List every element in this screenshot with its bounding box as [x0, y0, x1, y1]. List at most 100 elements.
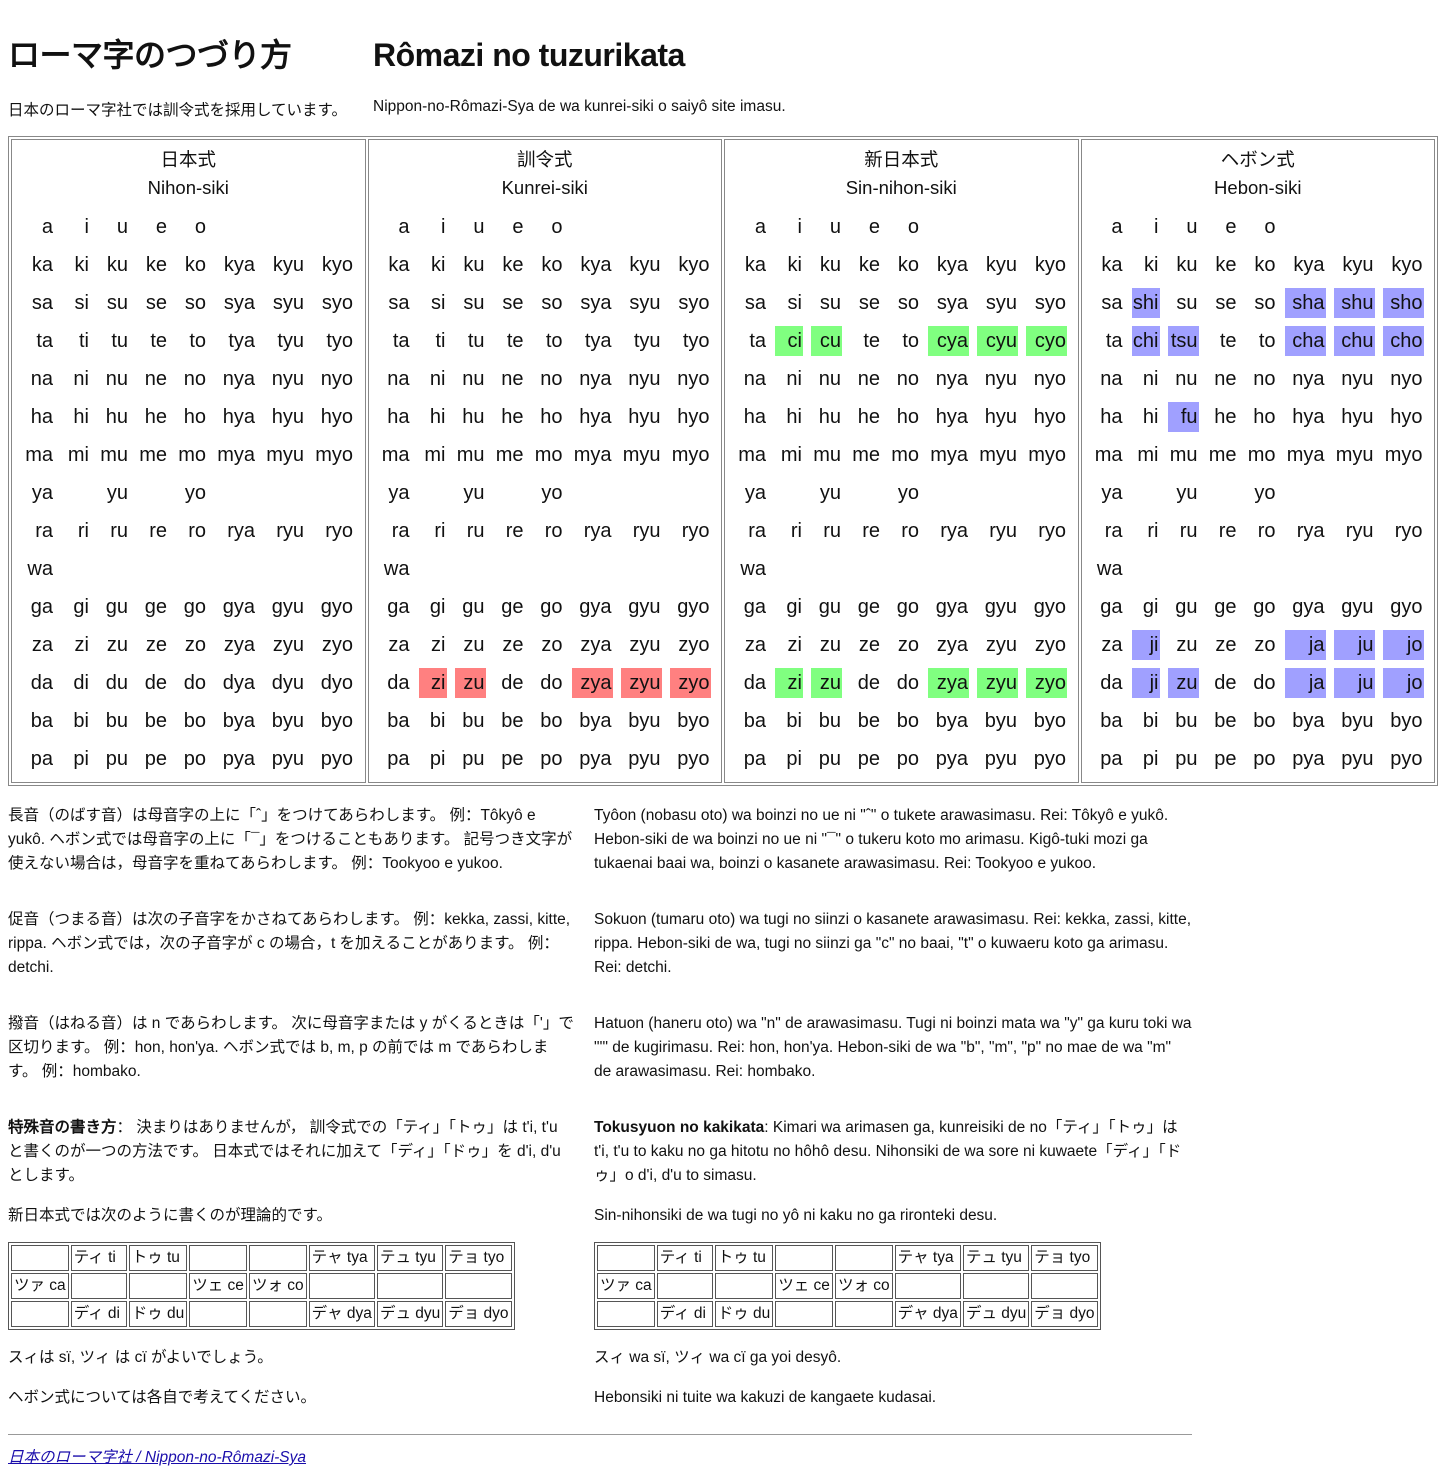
syllable-cell: zi — [431, 634, 446, 656]
syllable-row: na ni nu ne no nya nyu nyo — [24, 364, 354, 394]
syllable-cell: pyo — [320, 748, 353, 770]
syllable-cell: do — [183, 672, 206, 694]
syllable-cell: yu — [1176, 482, 1198, 504]
empty-cell — [1168, 554, 1199, 584]
syllable-row: ya yu yo — [24, 478, 354, 508]
syllable-cell: du — [105, 672, 128, 694]
syllable-cell: ze — [502, 634, 524, 656]
syllable-cell: pya — [1292, 748, 1325, 770]
syllable-cell: gyu — [628, 596, 661, 618]
syllable-cell: do — [540, 672, 563, 694]
syllable-row: ba bi bu be bo bya byu byo — [1094, 706, 1424, 736]
syllable-cell: bo — [183, 710, 206, 732]
syllable-cell: ze — [858, 634, 880, 656]
syllable-row: za zi zu ze zo zya zyu zyo — [381, 630, 711, 660]
syllable-cell: ka — [744, 254, 766, 276]
syllable-cell: pa — [743, 748, 766, 770]
syllable-cell: ra — [391, 520, 410, 542]
syllable-cell: hyo — [1390, 406, 1423, 428]
syllable-cell: te — [1219, 330, 1237, 352]
syllable-cell: a — [41, 216, 53, 238]
syllable-cell-highlighted: ci — [775, 326, 803, 356]
syllable-cell: ni — [1142, 368, 1159, 390]
footer-home-link[interactable]: 日本のローマ字社 / Nippon-no-Rômazi-Sya — [8, 1449, 307, 1466]
syllable-cell-highlighted: zu — [454, 668, 486, 698]
syllable-cell: ya — [388, 482, 410, 504]
syllable-cell: zo — [184, 634, 206, 656]
empty-cell — [248, 1301, 307, 1327]
empty-cell — [1031, 1273, 1098, 1299]
syllable-cell: syo — [321, 292, 353, 314]
note-double-consonant-ja: 促音（つまる音）は次の子音字をかさねてあらわします。 例：kekka, zass… — [8, 911, 571, 976]
empty-cell — [977, 478, 1018, 508]
syllable-cell: he — [144, 406, 167, 428]
syllable-cell: i — [441, 216, 446, 238]
syllable-cell: bu — [105, 710, 128, 732]
header: ローマ字のつづり方 Rômazi no tuzurikata — [8, 0, 1430, 78]
empty-cell — [621, 478, 662, 508]
syllable-cell: ro — [544, 520, 563, 542]
empty-cell — [977, 212, 1018, 242]
note-long-vowel: 長音（のばす音）は母音字の上に「ˆ」をつけてあらわします。 例：Tôkyô e … — [8, 804, 1192, 876]
syllable-cell: gi — [429, 596, 446, 618]
syllable-row: ka ki ku ke ko kya kyu kyo — [737, 250, 1067, 280]
syllable-cell: ko — [184, 254, 206, 276]
syllable-cell-highlighted: zyo — [1026, 668, 1067, 698]
syllable-cell: hu — [818, 406, 841, 428]
syllable-cell: te — [506, 330, 524, 352]
syllable-cell: de — [857, 672, 880, 694]
empty-cell — [494, 554, 525, 584]
syllable-cell: pa — [1100, 748, 1123, 770]
syllable-cell-highlighted: chu — [1333, 326, 1375, 356]
system-column: 訓令式 Kunrei-siki a i u e o ka ki ku ke ko kya kyu kyo sa… — [367, 139, 722, 783]
syllable-cell: hya — [579, 406, 612, 428]
syllable-cell: pu — [105, 748, 128, 770]
special-cell: ディ di — [70, 1301, 127, 1327]
syllable-cell-highlighted: ju — [1333, 630, 1375, 660]
syllable-cell: ze — [1215, 634, 1237, 656]
syllable-cell: to — [189, 330, 206, 352]
note-sin-nihon-romaji: Sin-nihonsiki de wa tugi no yô ni kaku n… — [594, 1207, 998, 1224]
syllable-row: ka ki ku ke ko kya kyu kyo — [1094, 250, 1424, 280]
subtitle-romaji: Nippon-no-Rômazi-Sya de wa kunrei-siki o… — [373, 98, 786, 115]
syllable-cell: re — [1218, 520, 1237, 542]
special-cell: ティ ti — [70, 1245, 127, 1271]
special-cell: デャ dya — [894, 1301, 961, 1327]
syllable-cell: so — [897, 292, 919, 314]
syllable-cell: da — [30, 672, 53, 694]
syllable-cell: ri — [77, 520, 89, 542]
syllable-cell: ta — [36, 330, 53, 352]
syllable-cell: ri — [1147, 520, 1159, 542]
syllable-grid: a i u e o ka ki ku ke ko kya kyu kyo sa si su se so sya syu… — [729, 204, 1075, 782]
special-sounds-table-romaji: ティ ti トゥ tu テャ tya テュ tyu テョ tyo ツァ ca ツェ ce ツォ… — [594, 1242, 1101, 1330]
syllable-cell: re — [149, 520, 167, 542]
syllable-cell: gi — [73, 596, 89, 618]
syllable-cell: nya — [579, 368, 612, 390]
syllable-cell: kya — [580, 254, 612, 276]
system-column: ヘボン式 Hebon-siki a i u e o ka ki ku ke ko kya kyu kyo sa… — [1080, 139, 1435, 783]
note-special-romaji-lead: Tokusyuon no kakikata — [594, 1119, 765, 1136]
syllable-cell: nyu — [984, 368, 1017, 390]
syllable-cell: a — [1111, 216, 1123, 238]
footer: 日本のローマ字社 / Nippon-no-Rômazi-Sya — [8, 1445, 1430, 1469]
syllable-cell: go — [896, 596, 919, 618]
syllable-cell-highlighted: ji — [1131, 668, 1160, 698]
syllable-cell: rya — [940, 520, 968, 542]
syllable-row: na ni nu ne no nya nyu nyo — [1094, 364, 1424, 394]
note-syllabic-n-romaji: Hatuon (haneru oto) wa "n" de arawasimas… — [594, 1015, 1192, 1080]
syllable-cell: ha — [743, 406, 766, 428]
special-cell: ツァ ca — [597, 1273, 655, 1299]
note-special-ja: 特殊音の書き方： 決まりはありませんが， 訓令式での「ティ」「トゥ」は t'i,… — [8, 1116, 576, 1188]
syllable-cell: gyu — [271, 596, 304, 618]
syllable-cell: ke — [145, 254, 167, 276]
empty-cell — [572, 212, 613, 242]
empty-cell — [850, 478, 881, 508]
syllable-cell: ya — [744, 482, 766, 504]
syllable-cell: mo — [891, 444, 919, 466]
system-name-romaji: Sin-nihon-siki — [845, 177, 957, 198]
syllable-cell: ma — [25, 444, 53, 466]
syllable-cell-highlighted: zyu — [620, 668, 662, 698]
special-cell: ツェ ce — [189, 1273, 247, 1299]
empty-cell — [313, 478, 354, 508]
syllable-cell: te — [150, 330, 167, 352]
